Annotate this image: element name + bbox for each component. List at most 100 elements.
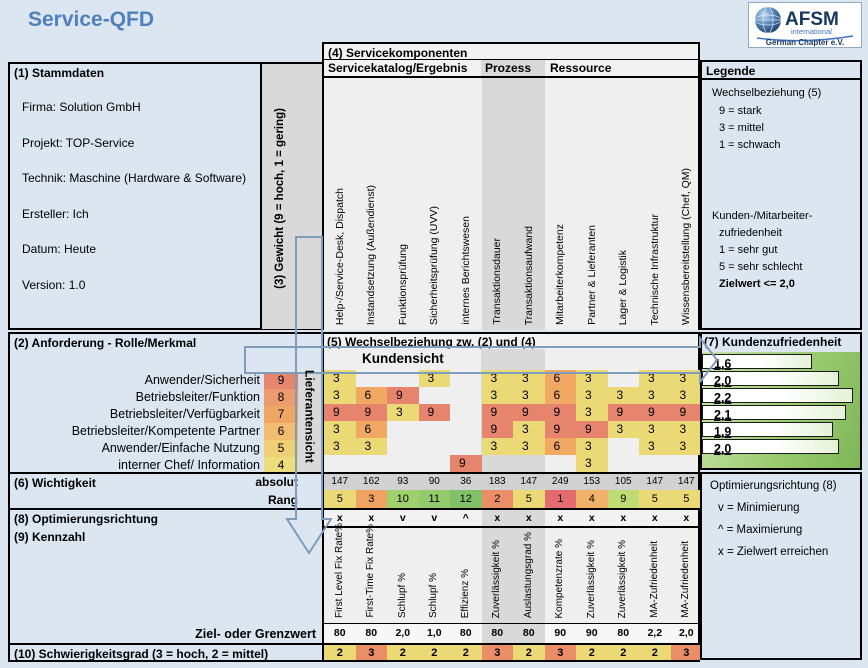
matrix-cell[interactable]: 3: [576, 387, 608, 404]
matrix-cell[interactable]: 9: [576, 421, 608, 438]
ziel-value[interactable]: 80: [617, 627, 630, 639]
absolut-value[interactable]: 162: [362, 476, 380, 487]
matrix-cell[interactable]: 3: [324, 438, 356, 455]
matrix-cell[interactable]: 3: [418, 370, 450, 387]
absolut-value[interactable]: 147: [677, 476, 695, 487]
absolut-value[interactable]: 147: [646, 476, 664, 487]
matrix-cell[interactable]: 9: [544, 421, 576, 438]
schwierigkeit-value[interactable]: 2: [607, 645, 639, 660]
optimierung-value[interactable]: v: [431, 512, 438, 524]
ziel-value[interactable]: 2,0: [678, 627, 694, 639]
matrix-cell[interactable]: 3: [607, 387, 639, 404]
schwierigkeit-value[interactable]: 3: [544, 645, 576, 660]
matrix-cell[interactable]: [671, 455, 703, 472]
ziel-value[interactable]: 80: [513, 624, 545, 643]
matrix-cell[interactable]: [450, 370, 482, 387]
matrix-cell[interactable]: 3: [481, 370, 513, 387]
matrix-cell[interactable]: [419, 438, 451, 455]
matrix-cell[interactable]: 9: [387, 387, 419, 404]
matrix-cell[interactable]: [450, 421, 482, 438]
matrix-cell[interactable]: 9: [324, 404, 356, 421]
ziel-value[interactable]: 80: [459, 627, 472, 639]
matrix-cell[interactable]: 9: [450, 455, 482, 472]
ziel-value[interactable]: 2,0: [395, 627, 411, 639]
matrix-cell[interactable]: 9: [355, 404, 387, 421]
gewicht-cell[interactable]: 6: [264, 423, 298, 440]
rang-value[interactable]: 10: [387, 490, 419, 508]
ziel-value[interactable]: 80: [365, 627, 378, 639]
matrix-cell[interactable]: 3: [324, 421, 356, 438]
matrix-cell[interactable]: [387, 370, 419, 387]
matrix-cell[interactable]: 9: [544, 404, 576, 421]
absolut-value[interactable]: 147: [331, 476, 349, 487]
schwierigkeit-value[interactable]: 2: [576, 645, 608, 660]
optimierung-value[interactable]: v: [399, 512, 406, 524]
schwierigkeit-value[interactable]: 3: [481, 645, 513, 660]
matrix-cell[interactable]: 3: [324, 387, 356, 404]
matrix-cell[interactable]: 3: [639, 370, 671, 387]
ziel-value[interactable]: 80: [333, 627, 346, 639]
matrix-cell[interactable]: 3: [639, 438, 671, 455]
matrix-cell[interactable]: [419, 421, 451, 438]
matrix-cell[interactable]: 3: [513, 438, 545, 455]
matrix-cell[interactable]: [419, 455, 451, 472]
matrix-cell[interactable]: [356, 455, 388, 472]
absolut-value[interactable]: 183: [488, 476, 506, 487]
optimierung-value[interactable]: x: [620, 512, 627, 524]
rang-value[interactable]: 5: [513, 490, 545, 508]
absolut-value[interactable]: 153: [583, 476, 601, 487]
optimierung-value[interactable]: x: [588, 512, 595, 524]
matrix-cell[interactable]: [639, 455, 671, 472]
gewicht-cell[interactable]: 8: [264, 389, 298, 406]
matrix-cell[interactable]: [324, 455, 356, 472]
rang-value[interactable]: 3: [355, 490, 387, 508]
matrix-cell[interactable]: 3: [513, 370, 545, 387]
matrix-cell[interactable]: [419, 387, 451, 404]
schwierigkeit-value[interactable]: 2: [639, 645, 671, 660]
matrix-cell[interactable]: 3: [576, 455, 608, 472]
gewicht-cell[interactable]: 5: [264, 440, 298, 457]
matrix-cell[interactable]: 6: [355, 387, 387, 404]
optimierung-value[interactable]: x: [683, 512, 690, 524]
matrix-cell[interactable]: 6: [355, 421, 387, 438]
schwierigkeit-value[interactable]: 2: [387, 645, 419, 660]
matrix-cell[interactable]: 3: [670, 438, 702, 455]
matrix-cell[interactable]: 9: [513, 404, 545, 421]
schwierigkeit-value[interactable]: 2: [450, 645, 482, 660]
optimierung-value[interactable]: x: [513, 510, 545, 526]
absolut-value[interactable]: 147: [520, 476, 538, 487]
matrix-cell[interactable]: 3: [670, 421, 702, 438]
ziel-value[interactable]: 90: [554, 627, 567, 639]
rang-value[interactable]: 11: [418, 490, 450, 508]
absolut-value[interactable]: 93: [397, 476, 409, 487]
schwierigkeit-value[interactable]: 2: [418, 645, 450, 660]
matrix-cell[interactable]: 9: [670, 404, 702, 421]
absolut-value[interactable]: 90: [428, 476, 440, 487]
gewicht-cell[interactable]: 9: [264, 372, 298, 389]
absolut-value[interactable]: 105: [614, 476, 632, 487]
matrix-cell[interactable]: [513, 455, 545, 472]
matrix-cell[interactable]: [545, 455, 577, 472]
matrix-cell[interactable]: 3: [670, 370, 702, 387]
schwierigkeit-value[interactable]: 3: [670, 645, 702, 660]
matrix-cell[interactable]: 3: [387, 404, 419, 421]
gewicht-cell[interactable]: 7: [264, 406, 298, 423]
matrix-cell[interactable]: [387, 455, 419, 472]
matrix-cell[interactable]: 3: [576, 370, 608, 387]
schwierigkeit-value[interactable]: 2: [324, 645, 356, 660]
ziel-value[interactable]: 1,0: [426, 627, 442, 639]
matrix-cell[interactable]: [481, 455, 513, 472]
matrix-cell[interactable]: [356, 370, 388, 387]
matrix-cell[interactable]: 3: [670, 387, 702, 404]
absolut-value[interactable]: 249: [551, 476, 569, 487]
optimierung-value[interactable]: x: [651, 512, 658, 524]
matrix-cell[interactable]: 3: [607, 421, 639, 438]
matrix-cell[interactable]: [608, 438, 640, 455]
matrix-cell[interactable]: 3: [513, 387, 545, 404]
matrix-cell[interactable]: [608, 370, 640, 387]
rang-value[interactable]: 5: [639, 490, 671, 508]
rang-value[interactable]: 12: [450, 490, 482, 508]
rang-value[interactable]: 9: [607, 490, 639, 508]
optimierung-value[interactable]: ^: [462, 512, 469, 524]
ziel-value[interactable]: 90: [585, 627, 598, 639]
